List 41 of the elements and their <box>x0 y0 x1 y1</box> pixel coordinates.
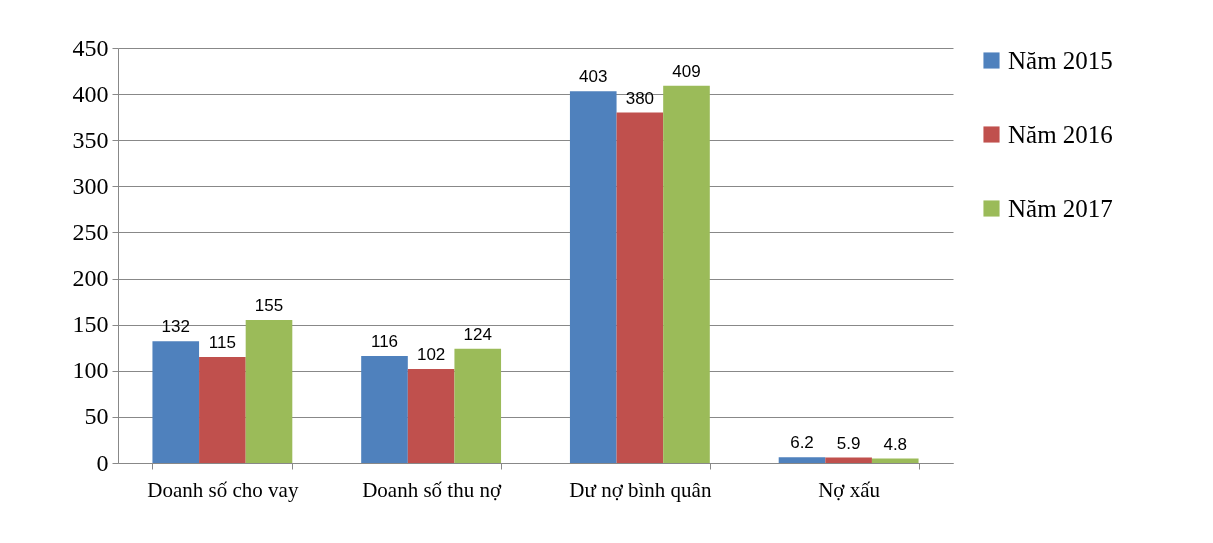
bar <box>778 457 826 463</box>
data-label: 5.9 <box>836 433 861 453</box>
data-label: 124 <box>463 324 492 344</box>
bar <box>454 348 502 463</box>
bar <box>825 457 872 463</box>
data-label: 116 <box>370 332 399 352</box>
y-tick-label: 450 <box>72 34 109 61</box>
bar <box>361 356 408 463</box>
legend-label: Năm 2016 <box>1008 120 1113 148</box>
legend-label: Năm 2015 <box>1008 46 1113 74</box>
y-tick-label: 300 <box>72 172 109 199</box>
x-tick-label: Doanh số thu nợ <box>362 477 502 502</box>
x-tick-label: Nợ xấu <box>818 477 881 502</box>
bar <box>663 85 710 463</box>
bar <box>569 91 617 463</box>
data-label: 403 <box>579 67 608 87</box>
bar <box>152 341 200 463</box>
y-tick-label: 150 <box>72 311 109 338</box>
data-label: 409 <box>672 61 701 81</box>
data-label: 380 <box>625 88 655 108</box>
y-tick-label: 250 <box>72 218 109 245</box>
data-label: 4.8 <box>883 434 908 454</box>
y-tick-label: 50 <box>84 403 109 430</box>
data-label: 155 <box>254 296 284 316</box>
y-tick-label: 100 <box>72 357 109 384</box>
x-tick-label: Dư nợ bình quân <box>569 477 712 502</box>
bar <box>407 368 455 463</box>
data-label: 6.2 <box>790 433 814 453</box>
bar <box>199 356 246 463</box>
data-label: 115 <box>208 332 236 352</box>
y-tick-label: 400 <box>72 80 109 107</box>
bar <box>616 112 664 463</box>
y-tick-label: 350 <box>72 126 109 153</box>
bar <box>245 320 293 463</box>
y-tick-label: 0 <box>96 449 109 476</box>
bar <box>871 458 919 463</box>
x-tick-label: Doanh số cho vay <box>147 477 299 502</box>
y-tick-label: 200 <box>72 265 109 292</box>
data-label: 102 <box>416 344 446 364</box>
legend-label: Năm 2017 <box>1008 194 1113 222</box>
data-label: 132 <box>161 317 190 337</box>
